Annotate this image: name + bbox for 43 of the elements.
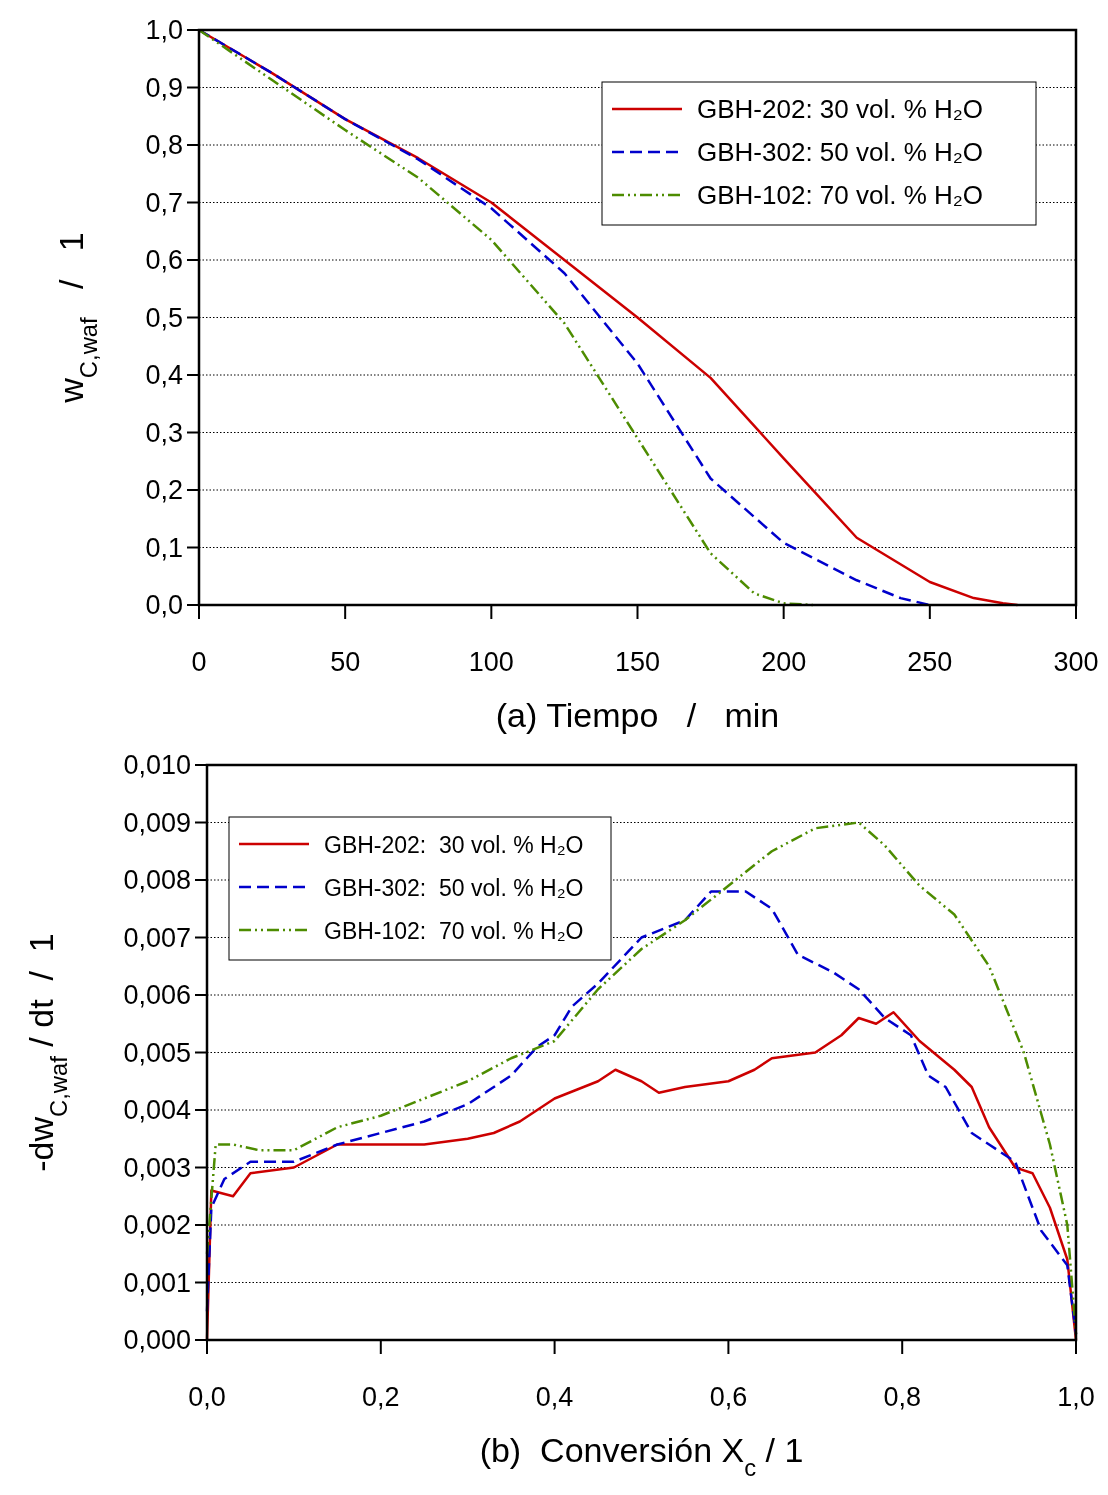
y-tick-label: 0,002 xyxy=(123,1210,191,1240)
legend-label: GBH-102: 70 vol. % H₂O xyxy=(324,918,584,944)
y-tick-label: 0,5 xyxy=(145,302,183,333)
x-axis-title: (b) Conversión X$_{c}$ / 1 xyxy=(479,1431,804,1481)
legend-label: GBH-202: 30 vol. % H₂O xyxy=(324,832,584,858)
y-tick-label: 0,6 xyxy=(145,245,183,275)
x-tick-label: 0,8 xyxy=(883,1382,921,1412)
y-tick-label: 0,007 xyxy=(123,922,191,953)
x-axis-title: (a) Tiempo / min xyxy=(495,696,780,734)
y-tick-label: 0,0 xyxy=(145,590,183,620)
legend-label: GBH-302: 50 vol. % H₂O xyxy=(324,875,584,901)
x-tick-label: 0 xyxy=(191,647,207,677)
x-tick-label: 300 xyxy=(1053,647,1099,677)
x-tick-label: 100 xyxy=(468,647,514,677)
legend-label: GBH-102: 70 vol. % H₂O xyxy=(697,180,984,210)
x-tick-label: 0,2 xyxy=(362,1382,400,1412)
y-tick-label: 0,008 xyxy=(123,865,191,895)
legend-label: GBH-202: 30 vol. % H₂O xyxy=(697,94,984,124)
x-tick-label: 200 xyxy=(761,647,807,677)
x-tick-label: 1,0 xyxy=(1057,1382,1095,1412)
y-tick-label: 0,2 xyxy=(145,475,183,505)
y-tick-label: 0,8 xyxy=(145,130,183,160)
y-tick-label: 0,001 xyxy=(123,1267,191,1298)
y-tick-label: 0,9 xyxy=(145,72,183,103)
x-tick-label: 150 xyxy=(614,647,661,677)
y-tick-label: 0,005 xyxy=(123,1037,191,1068)
y-tick-label: 1,0 xyxy=(145,15,183,45)
y-tick-label: 0,000 xyxy=(123,1325,191,1355)
x-tick-label: 50 xyxy=(330,647,361,677)
x-tick-label: 0,6 xyxy=(709,1382,748,1412)
y-tick-label: 0,003 xyxy=(123,1152,191,1183)
y-tick-label: 0,1 xyxy=(145,532,183,563)
y-tick-label: 0,010 xyxy=(123,750,191,780)
legend-label: GBH-302: 50 vol. % H₂O xyxy=(697,137,984,167)
y-tick-label: 0,4 xyxy=(145,360,183,390)
y-tick-label: 0,3 xyxy=(145,417,183,448)
x-tick-label: 0,4 xyxy=(535,1382,574,1412)
y-tick-label: 0,009 xyxy=(123,807,191,838)
y-tick-label: 0,006 xyxy=(123,980,191,1010)
x-tick-label: 0,0 xyxy=(188,1382,226,1412)
y-tick-label: 0,004 xyxy=(123,1095,191,1125)
x-tick-label: 250 xyxy=(907,647,953,677)
y-tick-label: 0,7 xyxy=(145,187,183,218)
